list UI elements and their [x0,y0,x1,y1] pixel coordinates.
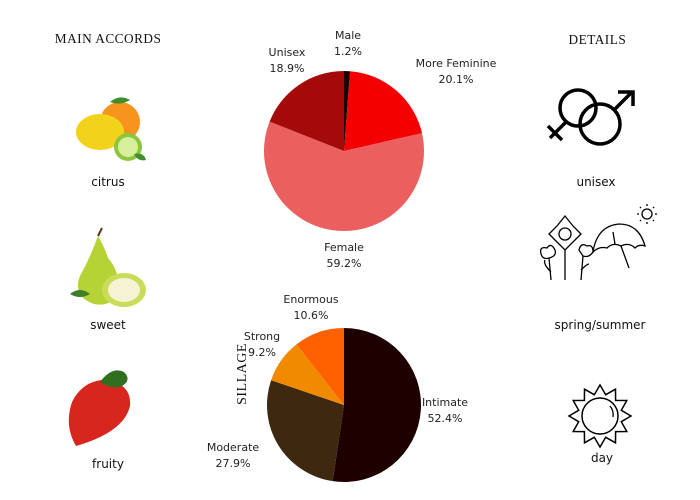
pie-label-strong: Strong 9.2% [244,329,280,361]
sun-rays [567,383,633,449]
slice-percent: 1.2% [334,45,362,58]
pie-slice-moderate [266,380,344,482]
main-accords-title: MAIN ACCORDS [54,32,162,47]
slice-percent: 27.9% [215,457,251,470]
slice-percent: 18.9% [269,62,305,75]
pie-label-enormous: Enormous 10.6% [283,292,338,324]
gender-symbols-icon [544,86,640,152]
pie-slice-female [264,121,424,231]
pie-slice-intimate [332,328,421,482]
slice-name: Intimate [421,396,469,409]
slice-percent: 52.4% [427,412,463,425]
sun-icon [566,383,634,449]
details-title: DETAILS [568,33,627,48]
slice-name: Enormous [283,293,339,306]
accord-label-citrus: citrus [91,175,125,189]
slice-name: Female [324,241,364,254]
pie-slice-unisex [269,71,344,151]
slice-name: Strong [243,330,281,343]
pie-label-female: Female 59.2% [324,240,364,272]
slice-percent: 20.1% [438,73,474,86]
pie-label-moderate: Moderate 27.9% [207,440,259,472]
slice-name: Unisex [268,46,306,59]
slice-percent: 10.6% [293,309,329,322]
pie-slice-more-feminine [344,71,422,151]
pie-label-intimate: Intimate 52.4% [422,395,468,427]
pie-slice-strong [271,344,344,405]
slice-percent: 9.2% [248,346,276,359]
slice-name: Moderate [206,441,260,454]
flowers-umbrella-sun-icon [535,202,663,282]
slice-name: More Feminine [415,57,497,70]
strawberry-icon [62,366,137,448]
accord-label-fruity: fruity [92,457,124,471]
slice-percent: 59.2% [326,257,362,270]
detail-label-unisex: unisex [576,175,616,189]
slice-name: Male [334,29,362,42]
detail-label-spring-summer: spring/summer [554,318,646,332]
pear-icon [68,227,148,310]
accord-label-sweet: sweet [90,318,126,332]
detail-label-day: day [590,451,614,465]
pie-label-more-feminine: More Feminine 20.1% [416,56,497,88]
pie-label-male: Male 1.2% [334,28,362,60]
pie-slice-male [344,71,351,151]
citrus-fruit-icon [72,92,147,164]
pie-label-unisex: Unisex 18.9% [269,45,306,77]
pie-slice-enormous [296,328,344,405]
